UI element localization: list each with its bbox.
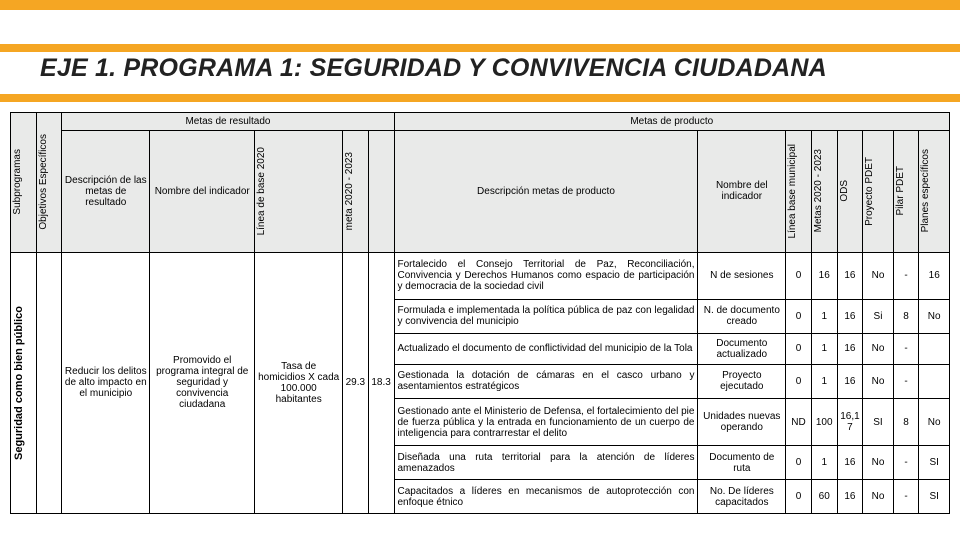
main-table: Subprogramas Objetivos Específicos Metas… [10,112,950,514]
cell-prod-desc: Gestionado ante el Ministerio de Defensa… [394,398,698,446]
hdr-metas-resultado: Metas de resultado [62,113,394,131]
hdr-nombre-ind-prod: Nombre del indicador [698,130,786,252]
hdr-nombre-ind-res: Nombre del indicador [150,130,255,252]
cell-prod-ods: 16 [837,480,863,514]
cell-prod-desc: Formulada e implementada la política púb… [394,300,698,334]
decor-bar-bot [0,94,960,102]
cell-prod-pdet: No [863,480,893,514]
cell-meta-2023: 18.3 [368,252,394,514]
cell-objetivo: Reducir los delitos de alto impacto en e… [62,252,150,514]
cell-prod-meta: 16 [811,252,837,300]
hdr-linea-base-mun: Línea base municipal [786,130,812,252]
cell-prod-desc: Actualizado el documento de conflictivid… [394,333,698,364]
cell-ind-res: Tasa de homicidios X cada 100.000 habita… [255,252,343,514]
hdr-metas-producto: Metas de producto [394,113,950,131]
cell-prod-desc: Gestionada la dotación de cámaras en el … [394,365,698,399]
cell-prod-base: ND [786,398,812,446]
cell-prod-ods: 16 [837,300,863,334]
cell-prod-base: 0 [786,446,812,480]
cell-prod-meta: 1 [811,333,837,364]
hdr-metas-2020-2023: Metas 2020 - 2023 [811,130,837,252]
hdr-pilar-pdet: Pilar PDET [893,130,919,252]
cell-prod-pilar: - [893,365,919,399]
cell-subprograma: Seguridad como bien público [11,252,37,514]
cell-prod-ods: 16 [837,365,863,399]
cell-prod-base: 0 [786,300,812,334]
cell-prod-ind: Unidades nuevas operando [698,398,786,446]
hdr-proyecto-pdet: Proyecto PDET [863,130,893,252]
hdr-ods: ODS [837,130,863,252]
cell-prod-meta: 1 [811,300,837,334]
cell-desc-res: Promovido el programa integral de seguri… [150,252,255,514]
hdr-spacer [368,130,394,252]
cell-prod-plan: SI [919,446,950,480]
cell-prod-ods: 16 [837,252,863,300]
cell-prod-plan [919,365,950,399]
table-row: Seguridad como bien público Reducir los … [11,252,950,300]
cell-prod-ind: Proyecto ejecutado [698,365,786,399]
hdr-subprogramas: Subprogramas [11,113,37,253]
cell-prod-pilar: 8 [893,300,919,334]
cell-base-2020: 29.3 [343,252,369,514]
cell-prod-ind: N de sesiones [698,252,786,300]
cell-prod-pdet: No [863,446,893,480]
decor-bar-top [0,0,960,10]
page-title: EJE 1. PROGRAMA 1: SEGURIDAD Y CONVIVENC… [40,54,827,83]
cell-prod-meta: 100 [811,398,837,446]
cell-prod-plan [919,333,950,364]
page-title-wrap: EJE 1. PROGRAMA 1: SEGURIDAD Y CONVIVENC… [40,54,940,83]
main-table-wrap: Subprogramas Objetivos Específicos Metas… [10,112,950,514]
hdr-desc-prod: Descripción metas de producto [394,130,698,252]
hdr-linea-base-2020: Línea de base 2020 [255,130,343,252]
cell-prod-meta: 60 [811,480,837,514]
cell-spacer-obj [36,252,62,514]
cell-prod-pdet: No [863,252,893,300]
cell-prod-pdet: SI [863,398,893,446]
cell-prod-desc: Capacitados a líderes en mecanismos de a… [394,480,698,514]
cell-prod-desc: Fortalecido el Consejo Territorial de Pa… [394,252,698,300]
cell-prod-ods: 16 [837,446,863,480]
cell-prod-meta: 1 [811,365,837,399]
cell-prod-plan: No [919,300,950,334]
cell-prod-pdet: Si [863,300,893,334]
cell-prod-base: 0 [786,252,812,300]
cell-prod-ind: N. de documento creado [698,300,786,334]
cell-prod-pilar: - [893,480,919,514]
cell-prod-meta: 1 [811,446,837,480]
hdr-objetivos: Objetivos Específicos [36,113,62,253]
cell-prod-plan: SI [919,480,950,514]
cell-prod-ind: No. De líderes capacitados [698,480,786,514]
cell-prod-plan: 16 [919,252,950,300]
cell-prod-ods: 16,17 [837,398,863,446]
hdr-planes-esp: Planes específicos [919,130,950,252]
cell-prod-pilar: - [893,446,919,480]
cell-prod-pilar: - [893,252,919,300]
cell-prod-plan: No [919,398,950,446]
cell-prod-base: 0 [786,333,812,364]
cell-prod-pilar: - [893,333,919,364]
cell-prod-ods: 16 [837,333,863,364]
cell-prod-pdet: No [863,333,893,364]
cell-prod-pilar: 8 [893,398,919,446]
decor-bar-mid [0,44,960,52]
cell-prod-pdet: No [863,365,893,399]
hdr-meta-2020-2023: meta 2020 - 2023 [343,130,369,252]
cell-prod-ind: Documento actualizado [698,333,786,364]
cell-prod-ind: Documento de ruta [698,446,786,480]
cell-prod-desc: Diseñada una ruta territorial para la at… [394,446,698,480]
cell-prod-base: 0 [786,365,812,399]
cell-prod-base: 0 [786,480,812,514]
hdr-desc-res: Descripción de las metas de resultado [62,130,150,252]
